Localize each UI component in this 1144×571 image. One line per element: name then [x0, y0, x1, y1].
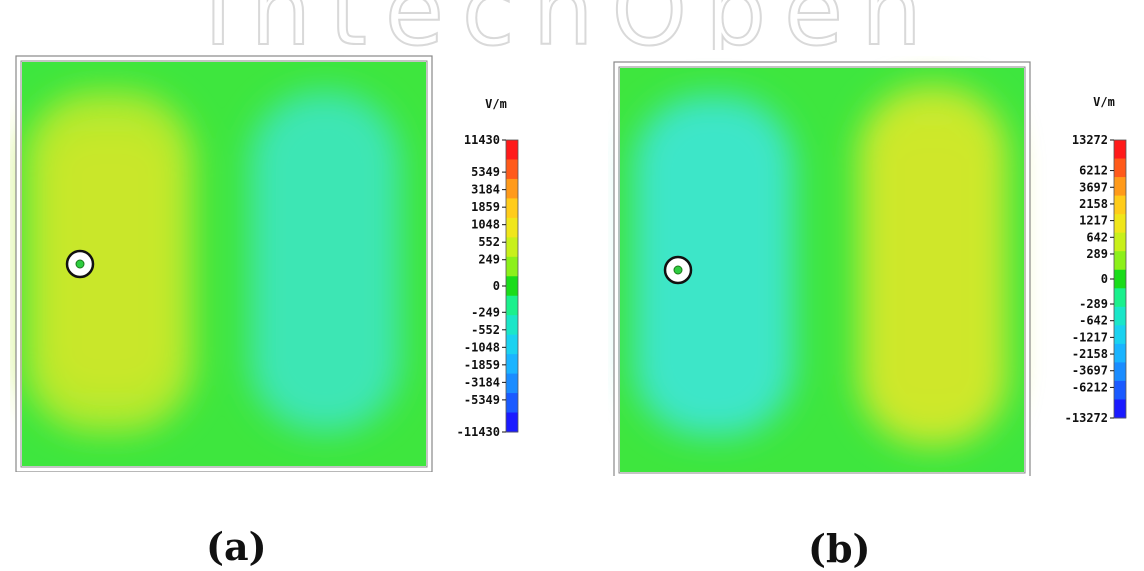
plot-a-colorbar-tick-label: -5349	[464, 393, 500, 407]
plot-b-colorbar-segment	[1114, 325, 1126, 345]
plot-a-colorbar-tick-label: -11430	[457, 425, 500, 439]
plot-a-colorbar-tick-label: 11430	[464, 133, 500, 147]
plot-a-colorbar-segment	[506, 412, 518, 433]
plot-a-unit-label: V/m	[485, 97, 507, 111]
plot-a-probe-dot	[75, 259, 85, 269]
plot-b-colorbar-tick-label: -289	[1079, 297, 1108, 311]
plot-a-colorbar-segment	[506, 140, 518, 160]
plot-b-colorbar-tick-label: -1217	[1072, 330, 1108, 344]
plot-b-colorbar-tick-label: -642	[1079, 314, 1108, 328]
plot-b-colorbar-segment	[1114, 380, 1126, 400]
plot-a-colorbar-segment	[506, 315, 518, 336]
plot-b-colorbar-segment	[1114, 214, 1126, 234]
plot-b-colorbar-segment	[1114, 343, 1126, 363]
plot-b-right-core	[878, 126, 988, 416]
plot-a-right-lobe	[250, 92, 400, 432]
watermark: IntechOpen	[203, 0, 940, 50]
plot-b-colorbar-tick-label: 3697	[1079, 180, 1108, 194]
plot-a-colorbar-segment	[506, 217, 518, 238]
plot-b-colorbar-tick-label: -2158	[1072, 347, 1108, 361]
plot-b-colorbar-segment	[1114, 269, 1126, 289]
plot-a-colorbar-tick-label: 552	[478, 235, 500, 249]
plot-b-colorbar-segment	[1114, 288, 1126, 308]
plot-b-colorbar-segment	[1114, 195, 1126, 215]
plot-b-colorbar-segment	[1114, 140, 1126, 160]
plot-b-colorbar-segment	[1114, 399, 1126, 419]
plot-b-colorbar-tick-label: 289	[1086, 247, 1108, 261]
plot-a-colorbar-tick-label: -1048	[464, 340, 500, 354]
plot-a-frame-inner	[20, 60, 428, 468]
plot-a-colorbar-tick-label: 1048	[471, 218, 500, 232]
plot-a-colorbar-segment	[506, 178, 518, 199]
plot-a-left-core	[50, 132, 170, 392]
plot-a-colorbar-segment	[506, 334, 518, 355]
plot-a-colorbar-tick-label: 0	[493, 279, 500, 293]
plot-a-field-lobes	[24, 92, 400, 432]
plot-b-colorbar-tick-label: 2158	[1079, 197, 1108, 211]
plot-a-colorbar-tick-label: 5349	[471, 165, 500, 179]
plot-b-colorbar-tick-label: 0	[1101, 272, 1108, 286]
plot-a-colorbar-segment	[506, 237, 518, 258]
plot-b-left-lobe	[634, 96, 794, 436]
plot-b-colorbar-segment	[1114, 251, 1126, 271]
plot-b-colorbar-tick-label: 6212	[1079, 164, 1108, 178]
plot-a-colorbar-tick-label: -552	[471, 323, 500, 337]
plot-b-frame-inner	[618, 66, 1026, 474]
plot-b-probe-dot	[673, 265, 683, 275]
plot-b-colorbar-segment	[1114, 362, 1126, 382]
plot-b-colorbar-tick-label: -13272	[1065, 411, 1108, 425]
plot-a-frame-mask	[16, 56, 432, 472]
plot-b-unit-label: V/m	[1093, 95, 1115, 109]
plot-b-colorbar-segment	[1114, 177, 1126, 197]
plot-a-colorbar-tick-label: -249	[471, 305, 500, 319]
plot-a-colorbar-segment	[506, 198, 518, 219]
plot-a-colorbar-segment	[506, 295, 518, 316]
plot-a-colorbar-segment	[506, 354, 518, 375]
plot-a-colorbar-tick-label: -3184	[464, 375, 500, 389]
plot-a-colorbar-tick-label: 1859	[471, 200, 500, 214]
plot-b-frame-mask	[614, 62, 1030, 476]
caption-a: (a)	[206, 524, 267, 569]
plot-a-frame-outer	[15, 55, 433, 472]
plot-b-colorbar-tick-label: 642	[1086, 230, 1108, 244]
plot-b-colorbar-tick-label: 1217	[1079, 214, 1108, 228]
watermark-text: IntechOpen	[204, 0, 940, 50]
plot-a-colorbar-tick-label: 3184	[471, 183, 500, 197]
plot-a-colorbar-tick-label: 249	[478, 253, 500, 267]
plot-b-colorbar-segment	[1114, 306, 1126, 326]
field-plot-a-svg: V/m 11430 5349 3184 1859 1048 552 249 0 -249 -552 -…	[15, 55, 519, 472]
plot-b-colorbar-segment	[1114, 232, 1126, 252]
plot-b-field-lobes	[634, 86, 1008, 446]
caption-b: (b)	[808, 526, 871, 571]
plot-b-colorbar-segment	[1114, 158, 1126, 178]
plot-a-colorbar-segment	[506, 256, 518, 277]
plot-a-colorbar-segment	[506, 373, 518, 394]
plot-b-frame-outer	[613, 61, 1031, 476]
plot-a-colorbar-segment	[506, 393, 518, 414]
field-plot-b: V/m 13272 6212 3697 2158 1217 642 289 0 -289 -642 -…	[608, 56, 1144, 571]
plot-a-colorbar-segment	[506, 276, 518, 297]
plot-a-colorbar-tick-label: -1859	[464, 358, 500, 372]
plot-b-colorbar-tick-label: -6212	[1072, 380, 1108, 394]
plot-b-colorbar-tick-label: 13272	[1072, 133, 1108, 147]
field-plot-b-svg: V/m 13272 6212 3697 2158 1217 642 289 0 -289 -642 -…	[613, 61, 1127, 476]
field-plot-a: V/m 11430 5349 3184 1859 1048 552 249 0 -249 -552 -…	[10, 52, 550, 569]
plot-a-colorbar-segment	[506, 159, 518, 180]
plot-b-colorbar-tick-label: -3697	[1072, 364, 1108, 378]
